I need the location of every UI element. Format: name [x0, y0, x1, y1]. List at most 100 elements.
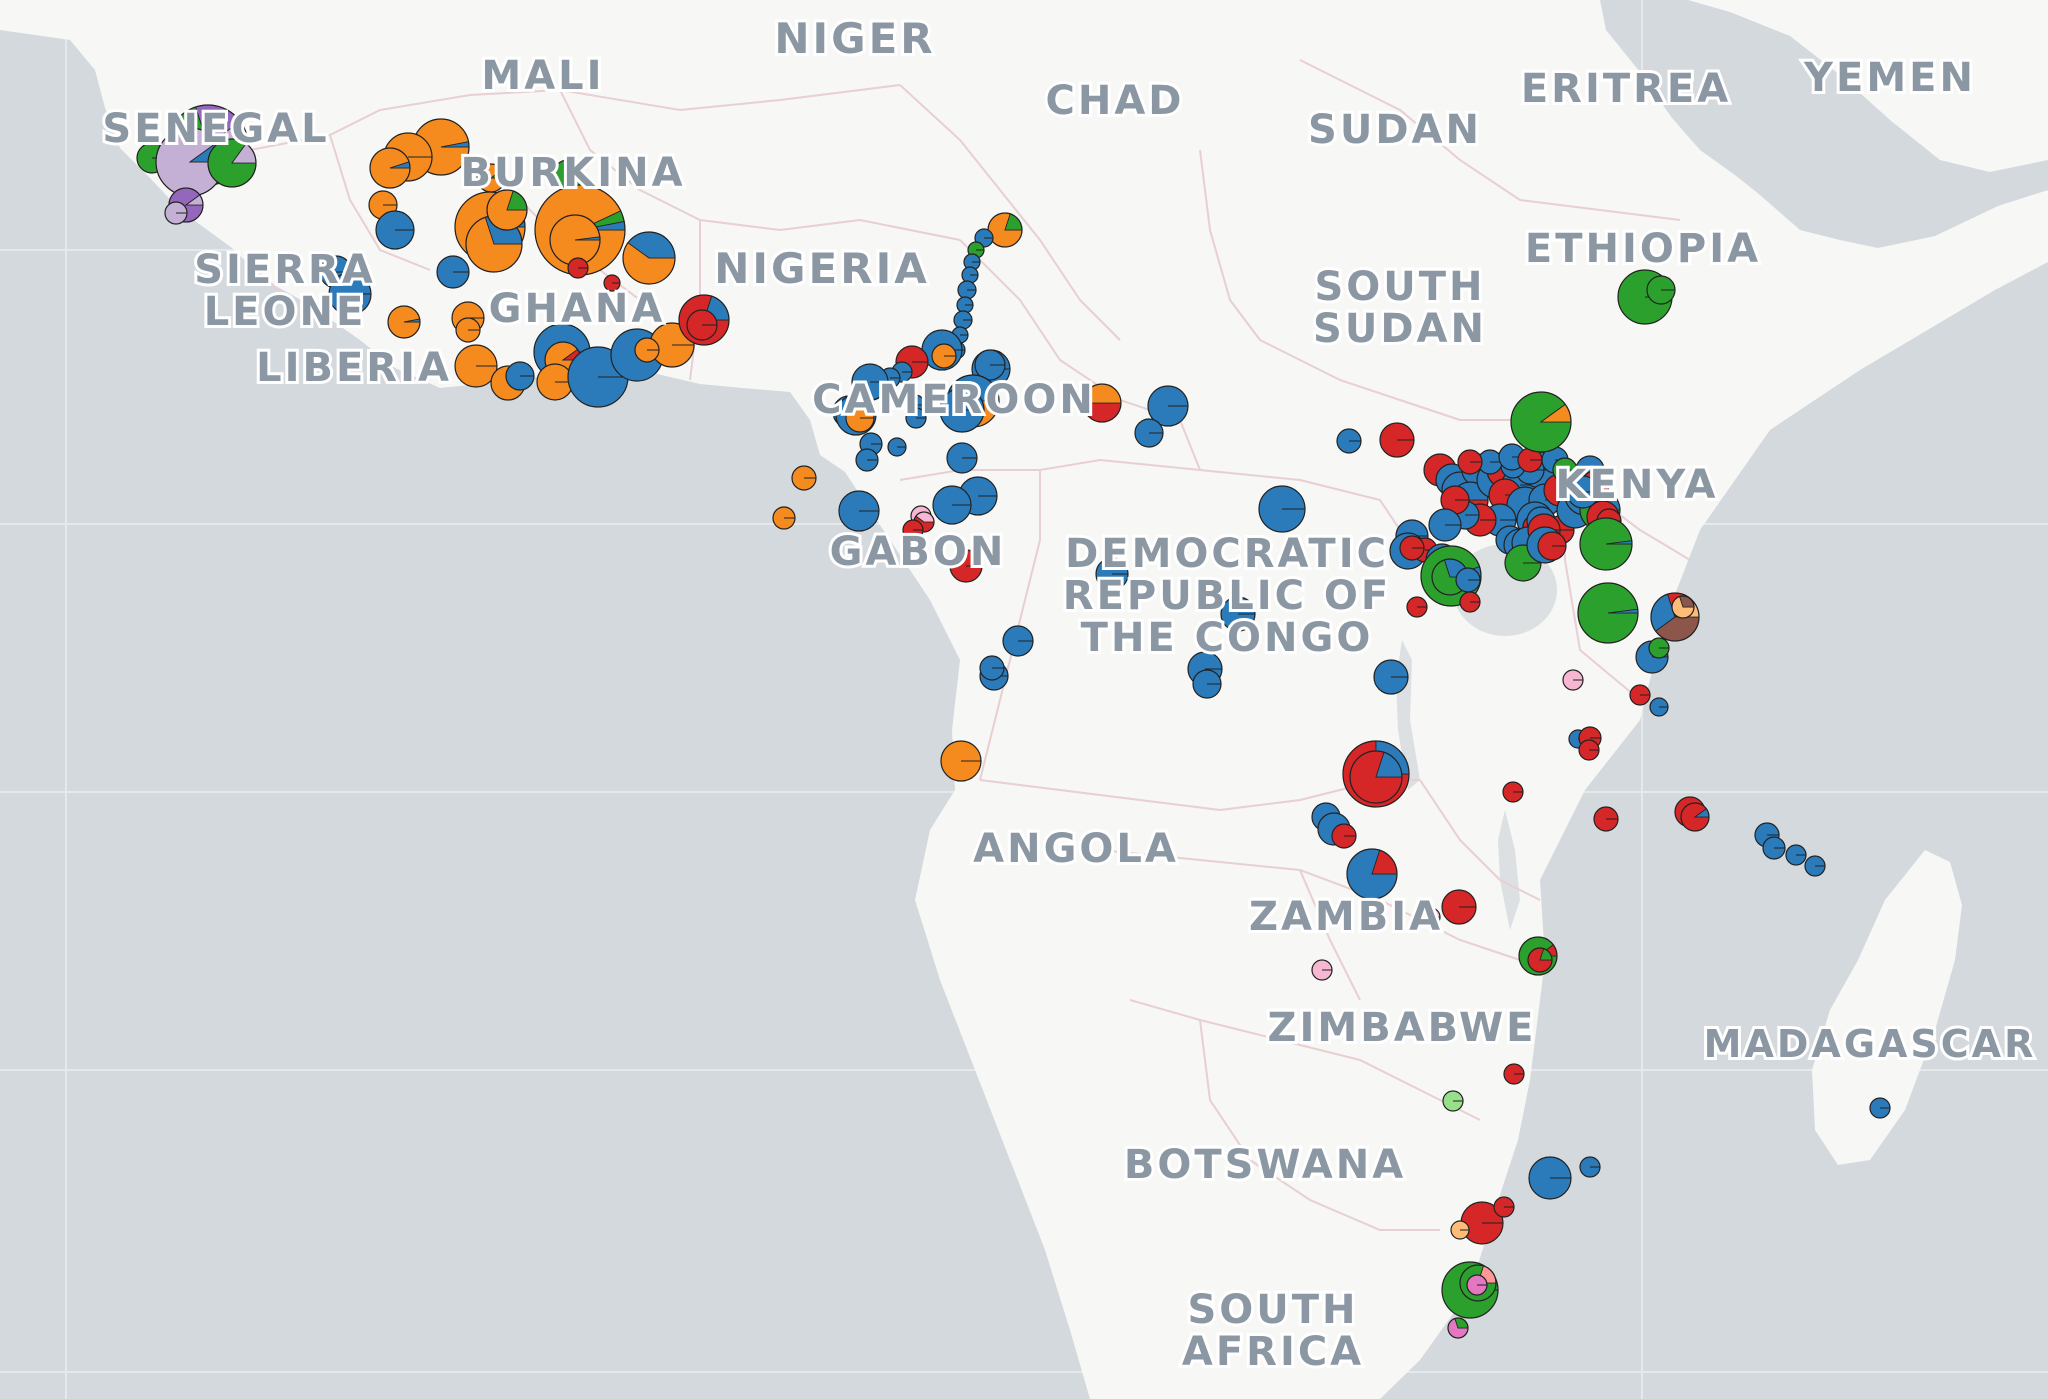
pie-marker[interactable] [1577, 582, 1639, 644]
label-drc: DEMOCRATIC REPUBLIC OF THE CONGO [1063, 531, 1391, 661]
pie-marker[interactable] [1002, 625, 1034, 657]
pie-marker[interactable] [979, 655, 1005, 681]
pie-marker[interactable] [1450, 1220, 1470, 1240]
pie-marker[interactable] [1373, 659, 1409, 695]
pie-marker[interactable] [387, 305, 421, 339]
pie-marker[interactable] [1649, 697, 1669, 717]
pie-marker[interactable] [1648, 637, 1670, 659]
pie-marker[interactable] [1502, 781, 1524, 803]
pie-marker[interactable] [1134, 418, 1164, 448]
pie-marker[interactable] [1331, 823, 1357, 849]
pie-marker[interactable] [375, 210, 415, 250]
pie-marker[interactable] [1147, 385, 1189, 427]
pie-marker[interactable] [1646, 275, 1676, 305]
label-line: ERITREA [1521, 66, 1731, 112]
pie-marker[interactable] [949, 549, 983, 583]
pie-marker[interactable] [1537, 531, 1567, 561]
pie-marker[interactable] [1804, 855, 1826, 877]
pie-marker[interactable] [1503, 1063, 1525, 1085]
pie-marker[interactable] [436, 255, 470, 289]
pie-marker[interactable] [1346, 848, 1398, 900]
pie-marker[interactable] [1579, 1156, 1601, 1178]
pie-marker[interactable] [1528, 1156, 1572, 1200]
pie-marker[interactable] [946, 442, 978, 474]
pie-marker[interactable] [1336, 428, 1362, 454]
pie-marker[interactable] [953, 310, 973, 330]
pie-marker[interactable] [1457, 449, 1483, 475]
pie-marker[interactable] [1527, 947, 1553, 973]
pie-marker[interactable] [1593, 806, 1619, 832]
pie-marker[interactable] [1379, 422, 1415, 458]
pie-marker[interactable] [902, 519, 924, 541]
pie-marker[interactable] [1562, 669, 1584, 691]
pie-marker[interactable] [486, 189, 528, 231]
pie-marker[interactable] [1629, 684, 1651, 706]
pie-marker[interactable] [1082, 383, 1122, 423]
pie-marker[interactable] [1399, 535, 1425, 561]
pie-marker[interactable] [1493, 1196, 1515, 1218]
pie-marker[interactable] [1466, 1274, 1488, 1296]
pie-marker[interactable] [603, 274, 621, 292]
pie-marker[interactable] [939, 387, 985, 433]
pie-marker[interactable] [905, 407, 927, 429]
pie-marker[interactable] [845, 403, 875, 433]
country-border [979, 470, 1041, 781]
pie-marker[interactable] [931, 343, 957, 369]
pie-marker[interactable] [940, 740, 982, 782]
pie-marker[interactable] [1406, 596, 1428, 618]
pie-marker[interactable] [1566, 475, 1600, 509]
pie-marker[interactable] [207, 138, 257, 188]
pie-marker[interactable] [567, 257, 589, 279]
pie-marker[interactable] [1459, 591, 1481, 613]
label-mali: MALI [481, 53, 604, 99]
pie-marker[interactable] [887, 437, 907, 457]
pie-marker[interactable] [974, 349, 1006, 381]
pie-marker[interactable] [1869, 1097, 1891, 1119]
pie-marker[interactable] [987, 212, 1023, 248]
pie-marker[interactable] [1095, 557, 1129, 591]
pie-marker[interactable] [1349, 750, 1403, 804]
pie-marker[interactable] [1428, 508, 1462, 542]
pie-marker[interactable] [164, 201, 188, 225]
pie-marker[interactable] [1510, 391, 1572, 453]
pie-marker[interactable] [855, 448, 879, 472]
pie-marker[interactable] [686, 309, 718, 341]
pie-marker[interactable] [454, 344, 498, 388]
pie-marker[interactable] [1441, 889, 1477, 925]
label-line: CAMEROON [812, 377, 1096, 423]
pie-marker[interactable] [1192, 669, 1222, 699]
pie-marker[interactable] [961, 266, 979, 284]
pie-marker[interactable] [1220, 596, 1256, 632]
pie-marker[interactable] [549, 214, 601, 266]
pie-marker[interactable] [536, 363, 574, 401]
pie-marker[interactable] [1311, 959, 1333, 981]
pie-marker[interactable] [791, 465, 817, 491]
country-border [1299, 59, 1681, 221]
pie-marker[interactable] [1578, 739, 1600, 761]
pie-marker[interactable] [369, 147, 411, 189]
pie-marker[interactable] [634, 337, 660, 363]
pie-marker[interactable] [1785, 844, 1807, 866]
pie-marker[interactable] [1579, 517, 1633, 571]
pie-marker[interactable] [476, 163, 506, 193]
pie-marker[interactable] [1447, 1317, 1469, 1339]
pie-marker[interactable] [772, 506, 796, 530]
country-border [244, 259, 331, 331]
pie-marker[interactable] [1442, 1090, 1464, 1112]
pie-marker[interactable] [838, 490, 880, 532]
pie-marker[interactable] [932, 485, 972, 525]
pie-marker[interactable] [1455, 567, 1481, 593]
pie-marker[interactable] [957, 280, 977, 300]
pie-marker[interactable] [1680, 802, 1710, 832]
pie-marker[interactable] [328, 272, 372, 316]
pie-marker[interactable] [1421, 907, 1441, 927]
pie-marker[interactable] [505, 361, 535, 391]
pie-marker[interactable] [455, 317, 481, 343]
label-line: YEMEN [1803, 55, 1976, 101]
pie-marker[interactable] [1258, 485, 1306, 533]
pie-marker[interactable] [622, 231, 676, 285]
pie-marker[interactable] [1671, 595, 1695, 619]
pie-marker[interactable] [956, 296, 974, 314]
pie-marker[interactable] [1762, 836, 1786, 860]
